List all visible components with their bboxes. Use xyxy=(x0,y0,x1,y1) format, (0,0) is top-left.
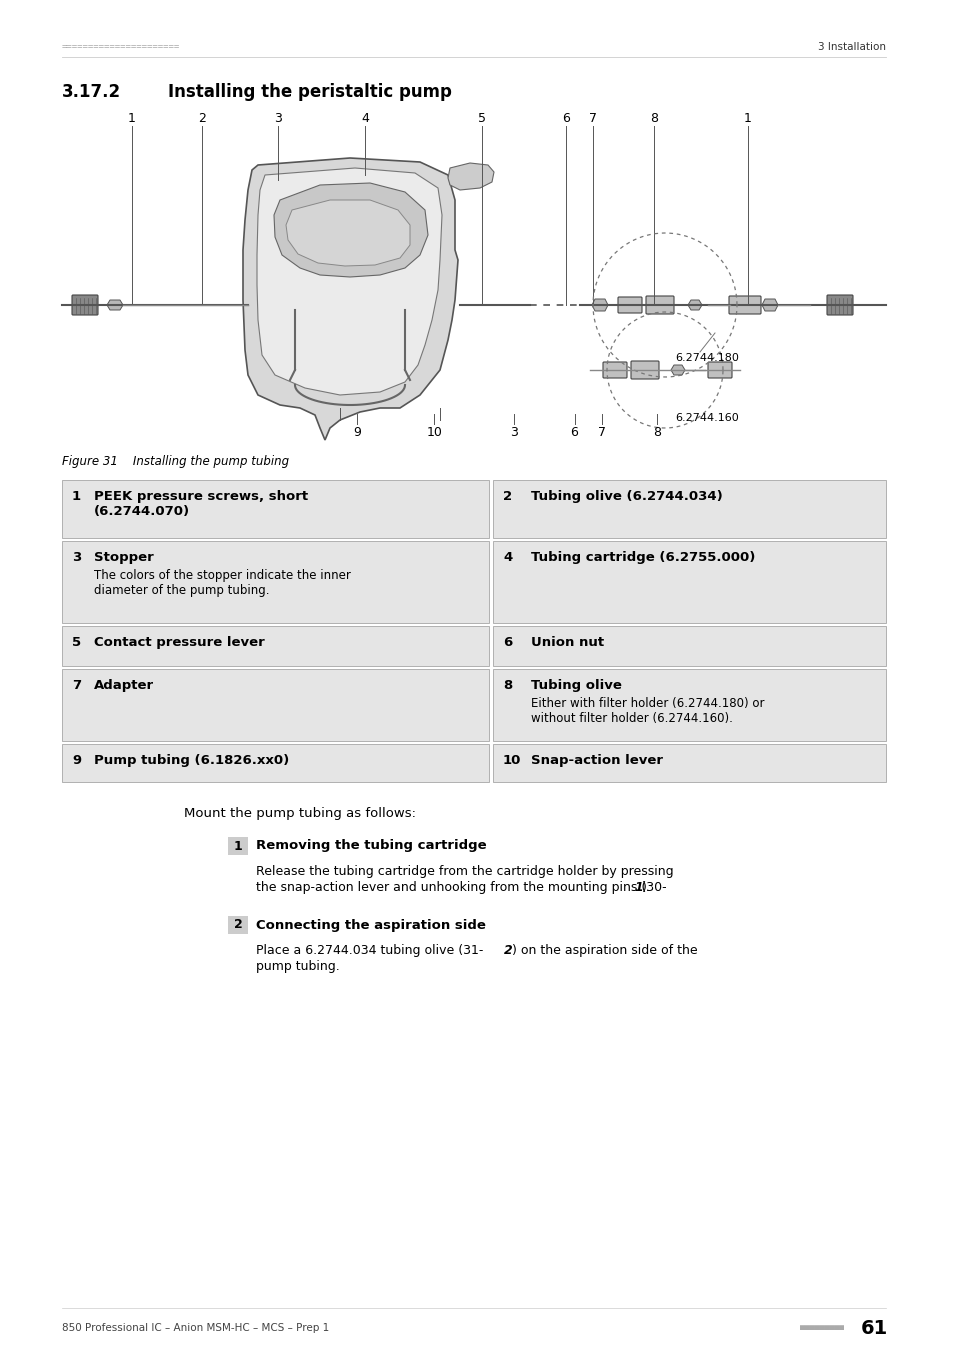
FancyBboxPatch shape xyxy=(645,296,673,315)
Text: Pump tubing (6.1826.xx0): Pump tubing (6.1826.xx0) xyxy=(94,755,289,767)
Text: Snap-action lever: Snap-action lever xyxy=(531,755,662,767)
Text: 3: 3 xyxy=(509,425,517,439)
Text: PEEK pressure screws, short
(6.2744.070): PEEK pressure screws, short (6.2744.070) xyxy=(94,490,308,518)
Text: 1: 1 xyxy=(71,490,81,504)
Text: 5: 5 xyxy=(477,112,486,124)
Text: 3: 3 xyxy=(274,112,281,124)
Polygon shape xyxy=(448,163,494,190)
Polygon shape xyxy=(274,184,428,277)
Text: Either with filter holder (6.2744.180) or
without filter holder (6.2744.160).: Either with filter holder (6.2744.180) o… xyxy=(531,697,763,725)
FancyBboxPatch shape xyxy=(630,360,659,379)
Text: 1: 1 xyxy=(128,112,136,124)
Bar xyxy=(62,670,489,741)
Text: the snap-action lever and unhooking from the mounting pins (30-: the snap-action lever and unhooking from… xyxy=(255,882,666,894)
Bar xyxy=(228,837,248,855)
Bar xyxy=(493,626,885,666)
Text: 2: 2 xyxy=(503,944,512,957)
Text: Removing the tubing cartridge: Removing the tubing cartridge xyxy=(255,840,486,852)
Text: Mount the pump tubing as follows:: Mount the pump tubing as follows: xyxy=(184,807,416,819)
Text: 1: 1 xyxy=(742,112,751,124)
Text: 6.2744.180: 6.2744.180 xyxy=(675,352,739,363)
Polygon shape xyxy=(670,364,684,375)
Text: 3 Installation: 3 Installation xyxy=(817,42,885,53)
Polygon shape xyxy=(243,158,457,440)
Text: 5: 5 xyxy=(71,636,81,649)
Text: Connecting the aspiration side: Connecting the aspiration side xyxy=(255,918,485,932)
Text: Place a 6.2744.034 tubing olive (31-: Place a 6.2744.034 tubing olive (31- xyxy=(255,944,483,957)
Text: 1: 1 xyxy=(233,840,242,852)
Text: 2: 2 xyxy=(198,112,206,124)
Text: 8: 8 xyxy=(502,679,512,693)
Text: The colors of the stopper indicate the inner
diameter of the pump tubing.: The colors of the stopper indicate the i… xyxy=(94,568,351,597)
Text: Figure 31    Installing the pump tubing: Figure 31 Installing the pump tubing xyxy=(62,455,289,468)
Polygon shape xyxy=(687,300,701,310)
Polygon shape xyxy=(592,298,607,311)
Text: 2: 2 xyxy=(502,490,512,504)
FancyBboxPatch shape xyxy=(71,296,98,315)
Bar xyxy=(62,626,489,666)
Text: 7: 7 xyxy=(71,679,81,693)
Polygon shape xyxy=(256,167,441,396)
Bar xyxy=(62,541,489,622)
Bar xyxy=(62,744,489,782)
Text: 2: 2 xyxy=(233,918,242,932)
Bar xyxy=(493,481,885,539)
Text: Contact pressure lever: Contact pressure lever xyxy=(94,636,265,649)
Text: ■■■■■■■■■: ■■■■■■■■■ xyxy=(800,1323,844,1332)
Text: 4: 4 xyxy=(361,112,369,124)
Text: Release the tubing cartridge from the cartridge holder by pressing: Release the tubing cartridge from the ca… xyxy=(255,865,673,878)
Bar xyxy=(493,670,885,741)
Text: Tubing olive: Tubing olive xyxy=(531,679,621,693)
Polygon shape xyxy=(286,200,410,266)
Text: 3.17.2: 3.17.2 xyxy=(62,82,121,101)
Text: 8: 8 xyxy=(652,425,660,439)
Bar xyxy=(493,541,885,622)
FancyBboxPatch shape xyxy=(728,296,760,315)
Text: 6: 6 xyxy=(561,112,570,124)
Text: ).: ). xyxy=(641,882,650,894)
Text: Installing the peristaltic pump: Installing the peristaltic pump xyxy=(168,82,452,101)
Text: 4: 4 xyxy=(502,551,512,564)
Text: 1: 1 xyxy=(634,882,642,894)
Text: 8: 8 xyxy=(649,112,657,124)
Text: 3: 3 xyxy=(71,551,81,564)
Text: 6: 6 xyxy=(570,425,578,439)
Polygon shape xyxy=(107,300,123,310)
Text: 850 Professional IC – Anion MSM-HC – MCS – Prep 1: 850 Professional IC – Anion MSM-HC – MCS… xyxy=(62,1323,329,1332)
Text: 7: 7 xyxy=(589,112,597,124)
Text: 9: 9 xyxy=(71,755,81,767)
Text: ======================: ====================== xyxy=(62,42,180,51)
Text: Union nut: Union nut xyxy=(531,636,603,649)
Text: ) on the aspiration side of the: ) on the aspiration side of the xyxy=(512,944,697,957)
Text: 61: 61 xyxy=(860,1319,887,1338)
FancyBboxPatch shape xyxy=(602,362,626,378)
Text: Adapter: Adapter xyxy=(94,679,154,693)
Text: Tubing cartridge (6.2755.000): Tubing cartridge (6.2755.000) xyxy=(531,551,755,564)
Text: 7: 7 xyxy=(598,425,605,439)
FancyBboxPatch shape xyxy=(826,296,852,315)
Text: Stopper: Stopper xyxy=(94,551,153,564)
FancyBboxPatch shape xyxy=(618,297,641,313)
Text: 10: 10 xyxy=(502,755,521,767)
Text: 6: 6 xyxy=(502,636,512,649)
FancyBboxPatch shape xyxy=(707,362,731,378)
Text: 6.2744.160: 6.2744.160 xyxy=(675,413,738,423)
Text: pump tubing.: pump tubing. xyxy=(255,960,339,973)
Text: Tubing olive (6.2744.034): Tubing olive (6.2744.034) xyxy=(531,490,722,504)
Bar xyxy=(228,917,248,934)
Text: 10: 10 xyxy=(426,425,442,439)
Text: 9: 9 xyxy=(353,425,360,439)
Polygon shape xyxy=(761,298,778,311)
Bar xyxy=(62,481,489,539)
Bar xyxy=(493,744,885,782)
